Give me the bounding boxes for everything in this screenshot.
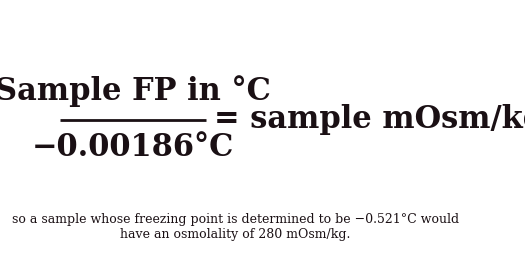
Text: = sample mOsm/kg: = sample mOsm/kg [214, 104, 525, 135]
Text: Sample FP in °C: Sample FP in °C [0, 76, 271, 107]
Text: −0.00186°C: −0.00186°C [32, 132, 234, 164]
Text: so a sample whose freezing point is determined to be −0.521°C would have an osmo: so a sample whose freezing point is dete… [12, 214, 459, 241]
